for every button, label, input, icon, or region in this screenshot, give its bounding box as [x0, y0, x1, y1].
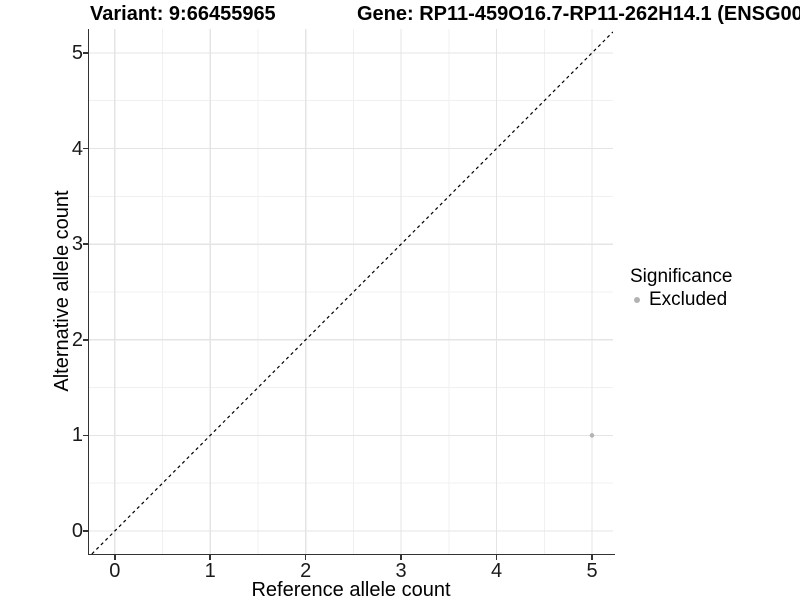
x-tick-mark — [114, 555, 116, 560]
y-tick-mark — [83, 530, 88, 532]
x-tick-label: 3 — [395, 560, 407, 582]
y-tick-label: 2 — [71, 328, 83, 351]
y-tick-mark — [83, 434, 88, 437]
y-tick-label: 4 — [71, 137, 83, 160]
gene-title: Gene: RP11-459O16.7-RP11-262H14.1 (ENSG0… — [357, 3, 800, 25]
legend-key-dot-icon — [634, 296, 640, 303]
legend-item-label: Excluded — [649, 288, 728, 310]
x-tick-label: 0 — [109, 560, 121, 582]
y-tick-label: 1 — [71, 424, 83, 447]
legend: Significance Excluded — [630, 267, 732, 310]
y-tick-mark — [83, 243, 88, 245]
x-axis-title: Reference allele count — [251, 579, 451, 600]
x-tick-mark — [304, 555, 307, 560]
x-tick-label: 1 — [204, 560, 216, 582]
x-tick-label: 2 — [300, 560, 312, 582]
x-tick-mark — [400, 555, 402, 560]
y-tick-label: 5 — [71, 41, 83, 64]
y-tick-label: 3 — [71, 233, 83, 256]
x-tick-label: 5 — [586, 560, 598, 582]
y-axis-title: Alternative allele count — [51, 190, 73, 392]
plot-panel — [89, 29, 613, 554]
x-tick-mark — [209, 555, 211, 560]
x-tick-mark — [495, 555, 498, 560]
y-axis-line — [87, 29, 89, 555]
x-tick-label: 4 — [490, 560, 503, 582]
y-tick-label: 0 — [71, 520, 83, 543]
x-tick-mark — [591, 555, 593, 560]
data-point — [589, 433, 595, 438]
legend-item-excluded: Excluded — [634, 289, 732, 310]
y-tick-mark — [83, 52, 88, 54]
x-axis-line — [87, 553, 615, 555]
legend-title: Significance — [630, 266, 733, 287]
y-tick-mark — [83, 339, 88, 341]
variant-title: Variant: 9:66455965 — [90, 3, 276, 25]
y-tick-mark — [83, 147, 88, 150]
